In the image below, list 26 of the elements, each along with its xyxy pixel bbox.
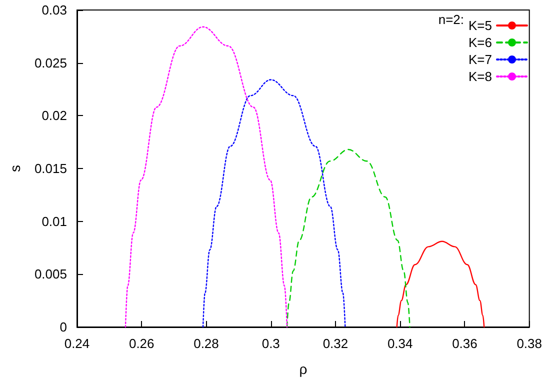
line-series [124,26,288,328]
legend-title: n=2: [438,12,464,27]
y-tick-label: 0.005 [34,266,67,282]
y-tick-label: 0 [60,320,67,334]
line-series [202,79,346,328]
legend-label: K=8 [468,69,492,84]
x-tick-label: 0.34 [387,336,413,351]
x-tick-label: 0.3 [262,336,280,351]
legend-label: K=5 [468,18,492,33]
x-tick-label: 0.36 [452,336,478,351]
line-series [286,148,410,328]
x-axis-title: ρ [299,361,308,377]
y-tick-label: 0.01 [42,214,67,229]
x-tick-label: 0.28 [194,336,219,351]
legend-label: K=7 [468,52,492,67]
y-tick-label: 0.03 [42,2,67,18]
x-tick-label: 0.24 [64,336,90,351]
x-tick-label: 0.38 [516,336,542,351]
legend-label: K=6 [468,35,492,50]
y-axis-title: s [7,165,23,172]
y-tick-label: 0.02 [42,108,67,124]
x-tick-label: 0.32 [322,336,348,351]
x-tick-label: 0.26 [128,336,154,351]
line-series [396,240,485,328]
y-tick-label: 0.025 [34,55,67,70]
y-tick-label: 0.015 [34,161,67,176]
